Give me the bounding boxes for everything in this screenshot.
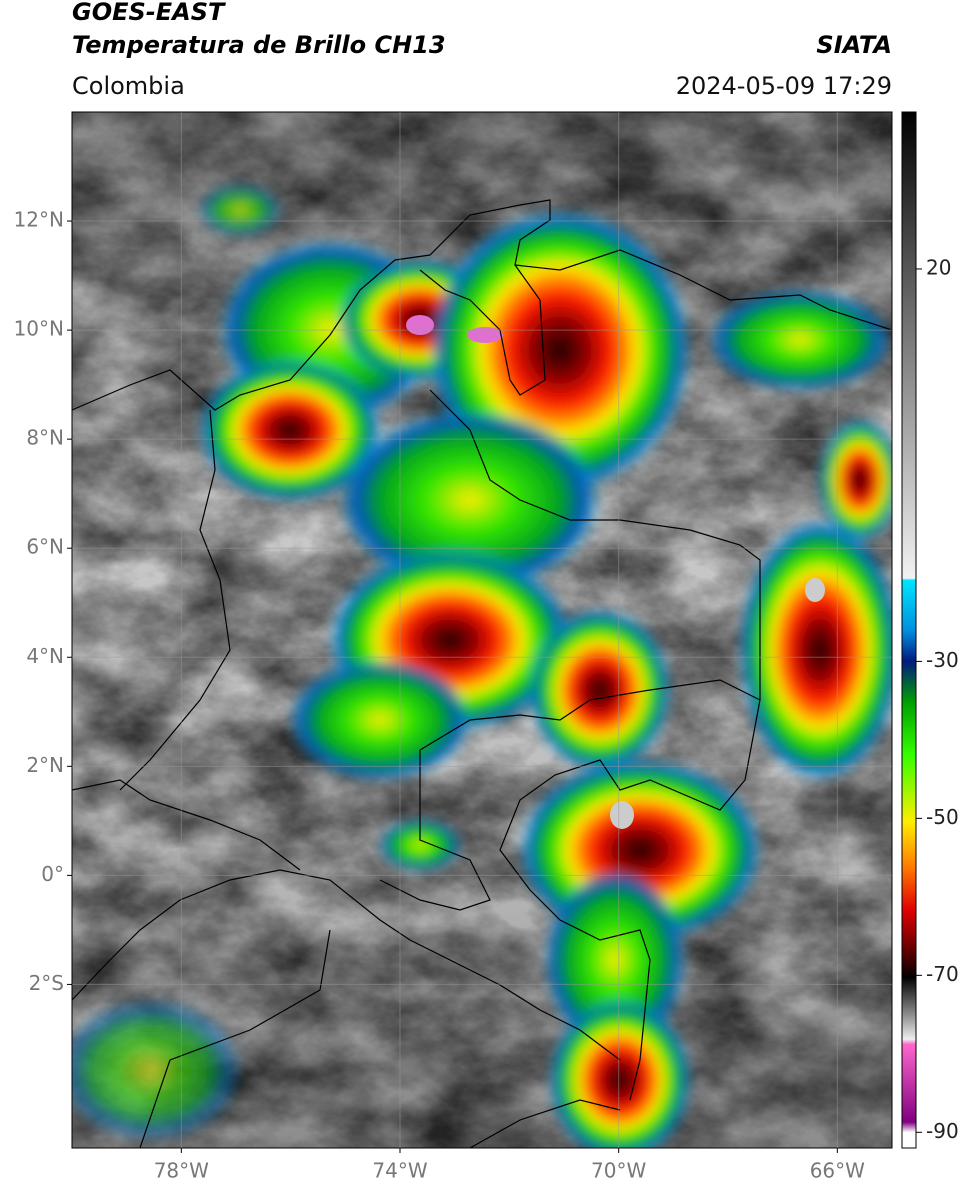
cold-top — [610, 801, 634, 829]
colorbar-tick-label: -30 — [926, 648, 959, 672]
y-tick-label: 10°N — [14, 317, 64, 341]
satellite-image — [72, 112, 892, 1148]
region: Colombia — [72, 72, 185, 100]
colorbar-tick-label: -50 — [926, 805, 959, 829]
colorbar — [901, 111, 917, 1149]
source: SIATA — [816, 31, 892, 59]
x-tick-label: 74°W — [372, 1159, 427, 1183]
subtitle: Temperatura de Brillo CH13 — [72, 31, 446, 59]
cold-top — [805, 578, 825, 602]
y-tick-label: 6°N — [26, 535, 64, 559]
colorbar-tick-label: -70 — [926, 962, 959, 986]
y-tick-label: 0° — [41, 862, 64, 886]
cold-top — [406, 315, 434, 335]
colorbar-tick-label: 20 — [926, 255, 951, 279]
y-tick-label: 2°N — [26, 753, 64, 777]
x-tick-label: 78°W — [154, 1159, 209, 1183]
borders — [72, 199, 892, 1148]
map-frame — [71, 111, 893, 1149]
timestamp: 2024-05-09 17:29 — [676, 72, 892, 100]
y-tick-label: 4°N — [26, 644, 64, 668]
cold-top — [467, 327, 503, 343]
x-tick-label: 66°W — [810, 1159, 865, 1183]
y-tick-label: 8°N — [26, 426, 64, 450]
y-tick-label: 12°N — [14, 208, 64, 232]
x-tick-label: 70°W — [591, 1159, 646, 1183]
title: GOES-EAST — [72, 0, 226, 26]
colorbar-tick-label: -90 — [926, 1119, 959, 1143]
y-tick-label: 2°S — [29, 971, 64, 995]
